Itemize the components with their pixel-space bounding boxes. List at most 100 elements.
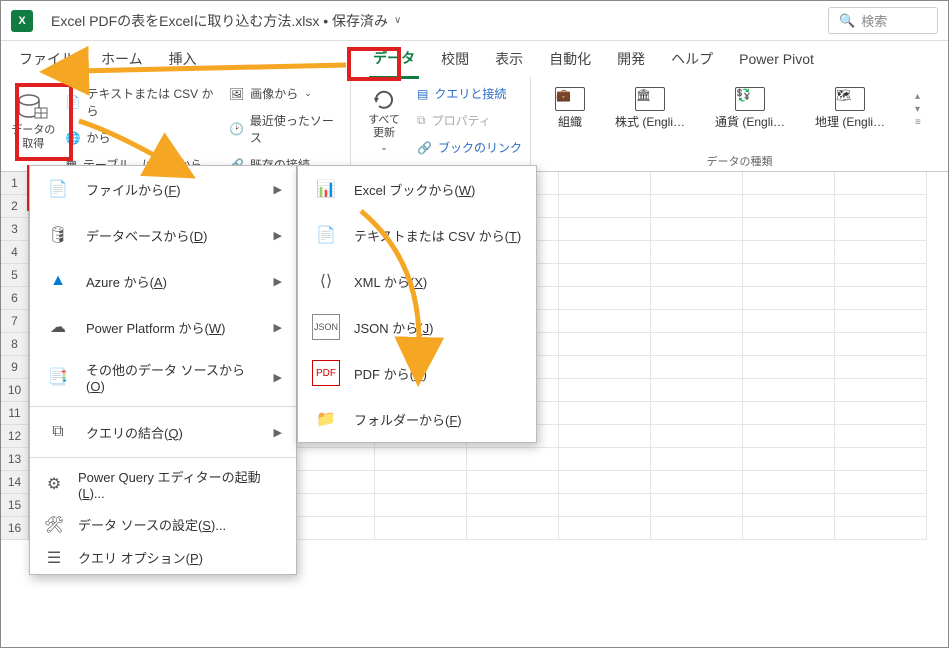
- row-header[interactable]: 16: [1, 517, 29, 540]
- grid-cell[interactable]: [651, 310, 743, 333]
- grid-cell[interactable]: [651, 195, 743, 218]
- grid-cell[interactable]: [835, 195, 927, 218]
- recent-sources-button[interactable]: 🕑最近使ったソース: [229, 110, 342, 148]
- grid-cell[interactable]: [835, 517, 927, 540]
- row-header[interactable]: 9: [1, 356, 29, 379]
- grid-cell[interactable]: [743, 356, 835, 379]
- booklink-button[interactable]: 🔗ブックのリンク: [417, 137, 522, 158]
- grid-cell[interactable]: [559, 333, 651, 356]
- menu-from-file[interactable]: 📄 ファイルから(F)▶: [30, 166, 296, 212]
- grid-cell[interactable]: [835, 471, 927, 494]
- grid-cell[interactable]: [743, 287, 835, 310]
- grid-cell[interactable]: [559, 494, 651, 517]
- grid-cell[interactable]: [651, 241, 743, 264]
- grid-cell[interactable]: [743, 241, 835, 264]
- menu-q-options[interactable]: ☰ クエリ オプション(P): [30, 541, 296, 574]
- row-header[interactable]: 3: [1, 218, 29, 241]
- row-header[interactable]: 1: [1, 172, 29, 195]
- grid-cell[interactable]: [651, 448, 743, 471]
- row-header[interactable]: 10: [1, 379, 29, 402]
- submenu-json[interactable]: JSON JSON から(J): [298, 304, 536, 350]
- grid-cell[interactable]: [835, 448, 927, 471]
- grid-cell[interactable]: [835, 310, 927, 333]
- row-header[interactable]: 6: [1, 287, 29, 310]
- grid-cell[interactable]: [559, 287, 651, 310]
- grid-cell[interactable]: [651, 494, 743, 517]
- row-header[interactable]: 5: [1, 264, 29, 287]
- submenu-xml[interactable]: ⟨⟩ XML から(X): [298, 258, 536, 304]
- grid-cell[interactable]: [743, 333, 835, 356]
- row-header[interactable]: 7: [1, 310, 29, 333]
- grid-cell[interactable]: [743, 195, 835, 218]
- row-header[interactable]: 4: [1, 241, 29, 264]
- grid-cell[interactable]: [467, 494, 559, 517]
- grid-cell[interactable]: [835, 172, 927, 195]
- grid-cell[interactable]: [743, 379, 835, 402]
- grid-cell[interactable]: [651, 264, 743, 287]
- row-header[interactable]: 11: [1, 402, 29, 425]
- grid-cell[interactable]: [559, 264, 651, 287]
- grid-cell[interactable]: [835, 402, 927, 425]
- grid-cell[interactable]: [559, 356, 651, 379]
- tab-help[interactable]: ヘルプ: [667, 41, 717, 77]
- tab-developer[interactable]: 開発: [613, 41, 649, 77]
- dt-stocks[interactable]: 🏛株式 (Engli…: [615, 87, 685, 130]
- menu-ds-settings[interactable]: 🛠 データ ソースの設定(S)...: [30, 508, 296, 541]
- row-header[interactable]: 8: [1, 333, 29, 356]
- dt-geo[interactable]: 🗺地理 (Engli…: [815, 87, 885, 130]
- grid-cell[interactable]: [835, 379, 927, 402]
- from-web-button[interactable]: 🌐から: [66, 127, 221, 148]
- grid-cell[interactable]: [743, 425, 835, 448]
- menu-from-other[interactable]: 📑 その他のデータ ソースから(O)▶: [30, 350, 296, 404]
- grid-cell[interactable]: [743, 172, 835, 195]
- grid-cell[interactable]: [651, 333, 743, 356]
- tab-home[interactable]: ホーム: [97, 41, 147, 77]
- from-text-csv-button[interactable]: 📄テキストまたは CSV から: [66, 83, 221, 121]
- grid-cell[interactable]: [835, 241, 927, 264]
- grid-cell[interactable]: [467, 448, 559, 471]
- queries-conn-button[interactable]: ▤クエリと接続: [417, 83, 522, 104]
- tab-powerpivot[interactable]: Power Pivot: [735, 43, 818, 75]
- grid-cell[interactable]: [743, 448, 835, 471]
- menu-from-pp[interactable]: ☁ Power Platform から(W)▶: [30, 304, 296, 350]
- row-header[interactable]: 13: [1, 448, 29, 471]
- grid-cell[interactable]: [835, 287, 927, 310]
- tab-automate[interactable]: 自動化: [545, 41, 595, 77]
- grid-cell[interactable]: [375, 494, 467, 517]
- dt-org[interactable]: 💼組織: [555, 87, 585, 130]
- get-data-button[interactable]: データの 取得 ⌄: [9, 81, 58, 175]
- tab-review[interactable]: 校閲: [437, 41, 473, 77]
- grid-cell[interactable]: [559, 218, 651, 241]
- grid-cell[interactable]: [651, 425, 743, 448]
- submenu-pdf[interactable]: PDF PDF から(P): [298, 350, 536, 396]
- grid-cell[interactable]: [651, 471, 743, 494]
- submenu-excel-wb[interactable]: 📊 Excel ブックから(W): [298, 166, 536, 212]
- grid-cell[interactable]: [743, 517, 835, 540]
- from-image-button[interactable]: 🖼画像から⌄: [229, 83, 342, 104]
- grid-cell[interactable]: [559, 172, 651, 195]
- grid-cell[interactable]: [375, 471, 467, 494]
- grid-cell[interactable]: [743, 310, 835, 333]
- grid-cell[interactable]: [651, 356, 743, 379]
- grid-cell[interactable]: [375, 517, 467, 540]
- grid-cell[interactable]: [651, 517, 743, 540]
- grid-cell[interactable]: [559, 379, 651, 402]
- grid-cell[interactable]: [651, 402, 743, 425]
- grid-cell[interactable]: [467, 471, 559, 494]
- tab-file[interactable]: ファイル: [15, 41, 79, 77]
- menu-combine-queries[interactable]: ⧉ クエリの結合(Q)▶: [30, 409, 296, 455]
- grid-cell[interactable]: [651, 172, 743, 195]
- grid-cell[interactable]: [559, 425, 651, 448]
- row-header[interactable]: 12: [1, 425, 29, 448]
- grid-cell[interactable]: [375, 448, 467, 471]
- menu-from-azure[interactable]: ▲ Azure から(A)▶: [30, 258, 296, 304]
- submenu-text-csv[interactable]: 📄 テキストまたは CSV から(T): [298, 212, 536, 258]
- dt-scroll[interactable]: ▴▾≡: [915, 87, 921, 128]
- grid-cell[interactable]: [651, 379, 743, 402]
- submenu-folder[interactable]: 📁 フォルダーから(F): [298, 396, 536, 442]
- grid-cell[interactable]: [559, 517, 651, 540]
- grid-cell[interactable]: [651, 287, 743, 310]
- grid-cell[interactable]: [835, 356, 927, 379]
- grid-cell[interactable]: [835, 218, 927, 241]
- grid-cell[interactable]: [467, 517, 559, 540]
